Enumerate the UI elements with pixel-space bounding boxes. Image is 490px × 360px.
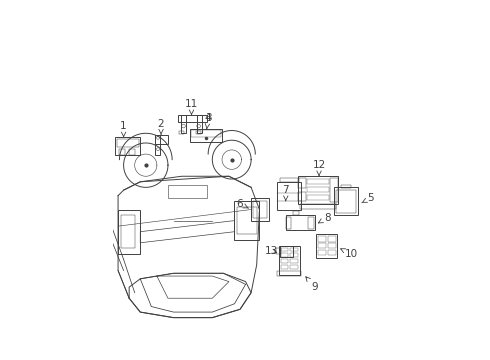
Text: 11: 11 bbox=[185, 99, 198, 115]
Text: 5: 5 bbox=[362, 193, 374, 203]
Bar bbox=[277, 182, 301, 210]
Bar bbox=[129, 149, 135, 154]
Bar bbox=[286, 217, 291, 229]
Bar bbox=[307, 194, 329, 199]
Bar bbox=[191, 130, 221, 136]
Bar bbox=[290, 259, 298, 263]
Bar bbox=[328, 243, 336, 248]
Bar bbox=[280, 248, 289, 251]
Bar bbox=[251, 198, 269, 221]
Bar bbox=[280, 246, 293, 257]
Bar bbox=[279, 246, 299, 275]
Bar bbox=[179, 131, 184, 134]
Bar bbox=[118, 210, 140, 254]
Bar bbox=[298, 192, 306, 201]
Bar bbox=[307, 179, 329, 184]
Bar bbox=[237, 207, 257, 234]
Text: 3: 3 bbox=[205, 113, 212, 129]
Bar bbox=[318, 243, 326, 248]
Text: 6: 6 bbox=[237, 199, 248, 209]
Text: 4: 4 bbox=[205, 113, 212, 123]
Bar bbox=[286, 215, 315, 230]
Bar bbox=[316, 234, 337, 258]
Text: 10: 10 bbox=[341, 249, 358, 259]
Bar bbox=[280, 259, 289, 263]
Bar bbox=[334, 187, 358, 215]
Bar bbox=[290, 253, 298, 257]
Bar bbox=[336, 190, 356, 213]
Bar bbox=[178, 115, 207, 122]
Bar bbox=[330, 179, 339, 202]
Bar bbox=[293, 211, 299, 215]
Text: 13: 13 bbox=[265, 246, 278, 256]
Text: 1: 1 bbox=[121, 121, 127, 137]
Bar bbox=[342, 185, 351, 188]
Bar bbox=[290, 265, 298, 269]
Text: 9: 9 bbox=[306, 277, 318, 292]
Bar bbox=[121, 215, 135, 248]
Bar bbox=[253, 201, 268, 219]
Bar bbox=[290, 248, 298, 251]
Bar bbox=[155, 135, 161, 156]
Bar bbox=[328, 250, 336, 255]
Bar bbox=[300, 204, 337, 209]
Bar bbox=[181, 115, 186, 133]
Bar bbox=[196, 115, 202, 133]
Bar bbox=[196, 131, 201, 134]
Bar bbox=[168, 185, 207, 198]
Bar bbox=[307, 187, 329, 192]
Bar bbox=[117, 139, 139, 147]
Bar bbox=[318, 237, 326, 242]
Text: 2: 2 bbox=[158, 118, 164, 134]
Bar bbox=[280, 253, 289, 257]
Bar bbox=[298, 179, 306, 188]
Bar bbox=[235, 201, 259, 240]
Bar bbox=[277, 271, 301, 276]
Bar bbox=[276, 248, 281, 255]
Bar bbox=[308, 217, 314, 229]
Bar bbox=[318, 250, 326, 255]
Bar bbox=[155, 135, 168, 144]
Text: 12: 12 bbox=[313, 160, 326, 176]
Bar bbox=[280, 179, 299, 182]
Bar bbox=[280, 265, 289, 269]
Bar bbox=[190, 129, 222, 141]
Bar bbox=[298, 176, 339, 204]
Bar bbox=[119, 149, 125, 154]
Bar bbox=[115, 138, 140, 156]
Text: 7: 7 bbox=[282, 185, 289, 201]
Bar bbox=[328, 237, 336, 242]
Text: 8: 8 bbox=[318, 213, 331, 223]
